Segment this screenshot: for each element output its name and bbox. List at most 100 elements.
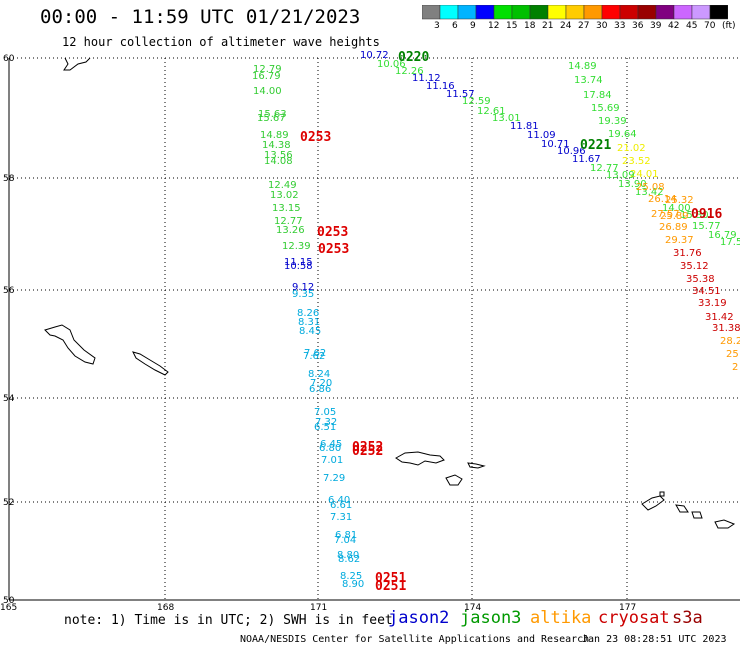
swh-value-label: 10.72 xyxy=(360,50,389,61)
pass-time-label: 0252 xyxy=(352,444,383,459)
pass-time-label: 0220 xyxy=(398,50,429,65)
swh-value-label: 8.80 xyxy=(337,550,359,561)
swh-value-label: 7.31 xyxy=(330,512,352,523)
swh-value-label: 35.38 xyxy=(686,274,715,285)
swh-value-label: 6.51 xyxy=(314,422,336,433)
swh-value-label: 21.02 xyxy=(617,143,646,154)
pass-time-label: 0251 xyxy=(375,579,406,594)
color-scale-label: (ft) xyxy=(722,21,736,31)
kiska-island xyxy=(641,495,665,511)
color-swatch xyxy=(511,5,531,20)
swh-value-label: 31.42 xyxy=(705,312,734,323)
swh-value-label: 11.12 xyxy=(412,73,441,84)
swh-value-label: 2 xyxy=(732,362,738,373)
swh-value-label: 9.35 xyxy=(292,289,314,300)
swh-value-label: 29.37 xyxy=(665,235,694,246)
swh-value-label: 7.01 xyxy=(321,455,343,466)
color-scale-label: 15 xyxy=(506,21,518,31)
swh-value-label: 19.64 xyxy=(608,129,637,140)
bering-island xyxy=(44,324,96,365)
rat-islands-1 xyxy=(675,504,689,513)
color-swatch xyxy=(547,5,567,20)
swh-value-label: 17.5 xyxy=(720,237,740,248)
credit-line: NOAA/NESDIS Center for Satellite Applica… xyxy=(240,634,590,645)
color-scale-label: 21 xyxy=(542,21,554,31)
rat-islands-3 xyxy=(714,519,736,529)
lat-label-58: 58 xyxy=(3,174,15,184)
rat-islands-2 xyxy=(691,511,703,519)
color-swatch xyxy=(691,5,711,20)
color-scale-label: 42 xyxy=(668,21,680,31)
swh-value-label: 11.81 xyxy=(510,121,539,132)
swh-value-label: 15.69 xyxy=(591,103,620,114)
color-swatch xyxy=(493,5,513,20)
swh-value-label: 8.26 xyxy=(297,308,319,319)
pass-time-label: 0253 xyxy=(317,225,348,240)
lon-label-171: 171 xyxy=(310,603,327,613)
swh-value-label: 9.12 xyxy=(292,282,314,293)
lat-label-54: 54 xyxy=(3,394,15,404)
swh-value-label: 13.01 xyxy=(492,113,521,124)
map-frame xyxy=(8,58,740,601)
swh-value-label: 27.57 xyxy=(651,209,680,220)
pass-time-label: 0221 xyxy=(580,138,611,153)
lat-label-56: 56 xyxy=(3,286,15,296)
swh-value-label: 11.67 xyxy=(572,154,601,165)
color-scale-label: 30 xyxy=(596,21,608,31)
color-swatch xyxy=(619,5,639,20)
swh-value-label: 25.32 xyxy=(665,195,694,206)
pass-time-label: 0253 xyxy=(300,130,331,145)
attu-island xyxy=(395,451,445,466)
swh-value-label: 12.77 xyxy=(274,216,303,227)
swh-value-label: 26.89 xyxy=(659,222,688,233)
swh-value-label: 33.19 xyxy=(698,298,727,309)
lat-label-50: 50 xyxy=(3,596,15,606)
swh-value-label: 28.2 xyxy=(720,336,740,347)
swh-value-label: 13.90 xyxy=(618,179,647,190)
color-scale-label: 36 xyxy=(632,21,644,31)
color-scale-label: 9 xyxy=(470,21,476,31)
pass-time-label: 0252 xyxy=(352,440,383,455)
swh-value-label: 14.38 xyxy=(262,140,291,151)
rat-islands-4 xyxy=(659,491,665,497)
swh-labels: 12.7916.7914.0015.6315.6714.8914.3813.56… xyxy=(252,50,740,590)
swh-value-label: 6.61 xyxy=(330,500,352,511)
agattu-island xyxy=(445,474,463,486)
medny-island xyxy=(132,351,169,376)
color-swatch xyxy=(709,5,728,20)
lon-label-177: 177 xyxy=(619,603,636,613)
color-scale-label: 27 xyxy=(578,21,590,31)
color-scale-label: 24 xyxy=(560,21,572,31)
color-scale-bar xyxy=(422,5,728,20)
map-title: 00:00 - 11:59 UTC 01/21/2023 xyxy=(40,6,361,28)
kamchatka-coast xyxy=(63,57,91,71)
semichi-islands xyxy=(467,462,486,469)
color-scale-label: 12 xyxy=(488,21,500,31)
swh-value-label: 10.96 xyxy=(557,146,586,157)
swh-value-label: 6.86 xyxy=(309,384,331,395)
lat-label-52: 52 xyxy=(3,498,14,508)
swh-value-label: 19.39 xyxy=(598,116,627,127)
color-swatch xyxy=(457,5,477,20)
swh-value-label: 14.00 xyxy=(662,203,691,214)
color-swatch xyxy=(565,5,585,20)
color-swatch xyxy=(583,5,603,20)
swh-value-label: 6.45 xyxy=(320,439,342,450)
color-swatch xyxy=(439,5,459,20)
swh-value-label: 8.90 xyxy=(342,579,364,590)
swh-value-label: 13.09 xyxy=(606,170,635,181)
swh-value-label: 14.08 xyxy=(264,156,293,167)
color-swatch xyxy=(655,5,675,20)
swh-value-label: 14.00 xyxy=(253,86,282,97)
swh-value-label: 15.63 xyxy=(258,109,287,120)
swh-value-label: 25 xyxy=(726,349,739,360)
color-scale-labels: 3 6 9 12 15 18 21 24 27 30 33 36 39 42 45 70 (ft) xyxy=(422,21,740,33)
swh-value-label: 15.67 xyxy=(257,113,286,124)
swh-value-label: 17.84 xyxy=(583,90,612,101)
swh-value-label: 11.16 xyxy=(426,81,455,92)
swh-value-label: 15.77 xyxy=(692,221,721,232)
swh-value-label: 7.32 xyxy=(315,417,337,428)
swh-value-label: 12.79 xyxy=(253,64,282,75)
color-scale-label: 6 xyxy=(452,21,458,31)
